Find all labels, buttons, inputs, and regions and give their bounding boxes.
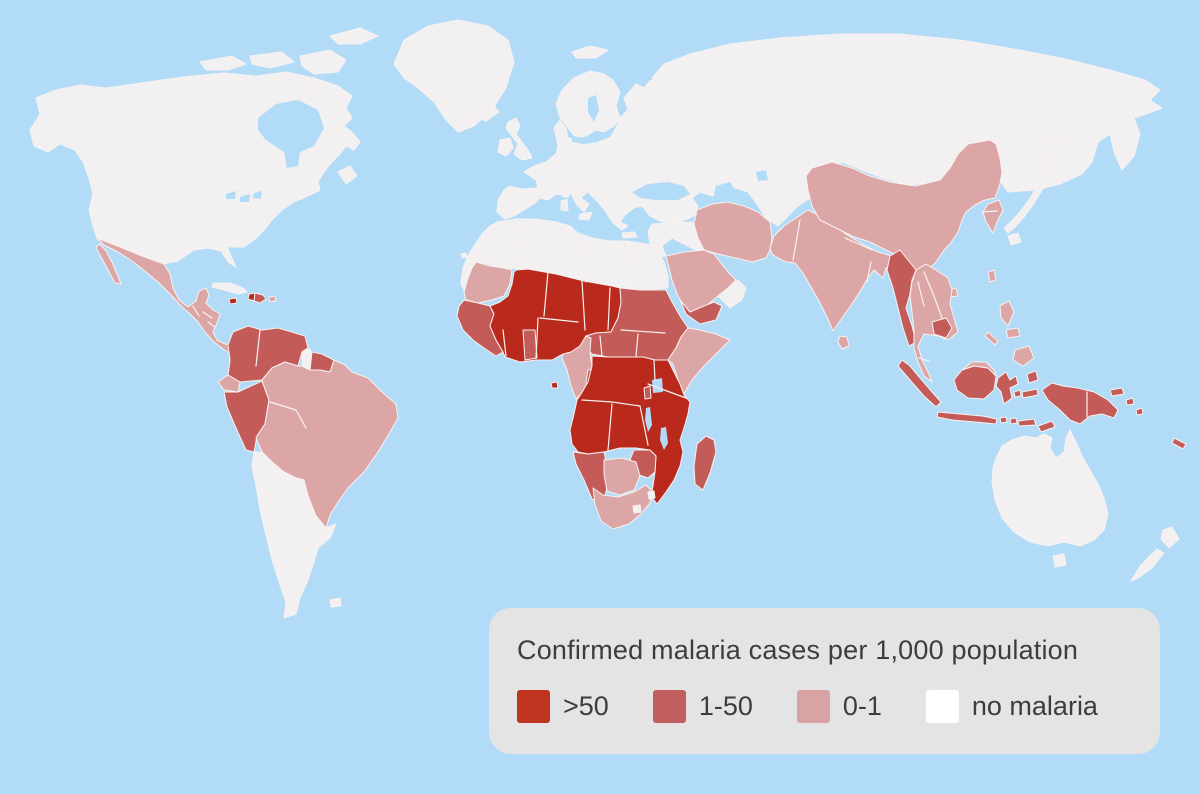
eswatini <box>647 490 656 500</box>
sardinia <box>560 198 569 212</box>
legend-label-0to1: 0-1 <box>842 690 882 721</box>
baltic-sea <box>572 132 604 144</box>
somalia <box>667 327 731 395</box>
lesser-sunda-islands <box>1017 418 1037 427</box>
lake-victoria <box>652 378 663 393</box>
legend-item-1to50: 1-50 <box>652 689 753 723</box>
bali-lombok <box>999 416 1018 425</box>
legend-label-gt50: >50 <box>563 690 609 721</box>
newfoundland <box>337 165 358 185</box>
seram <box>1021 388 1039 399</box>
timor <box>1037 420 1056 433</box>
cuba <box>211 282 248 295</box>
taiwan <box>987 269 997 283</box>
sumatra <box>897 359 942 408</box>
legend-item-gt50: >50 <box>517 689 609 723</box>
korea <box>982 199 1004 234</box>
ireland <box>497 137 514 157</box>
tasmania <box>1052 553 1067 568</box>
malaysian-borneo <box>961 361 997 377</box>
java <box>936 411 998 425</box>
jamaica <box>228 297 238 305</box>
greenland <box>393 19 515 133</box>
cambodia <box>931 317 953 339</box>
new-zealand <box>1130 526 1180 582</box>
aral-sea <box>756 170 768 181</box>
sao-tome <box>550 381 559 389</box>
mauritania-western-sahara <box>463 261 513 304</box>
sakhalin <box>1016 133 1029 173</box>
iran <box>693 201 773 263</box>
sahel-west-africa <box>489 268 622 363</box>
italy <box>571 183 590 213</box>
australia <box>991 429 1109 547</box>
legend-item-0to1: 0-1 <box>796 689 882 723</box>
gulf-of-bothnia <box>588 95 599 122</box>
country-borders <box>192 210 1088 451</box>
new-britain <box>1109 387 1125 397</box>
madagascar <box>693 435 717 491</box>
south-africa <box>592 484 654 530</box>
rwanda-burundi <box>643 385 652 400</box>
legend-item-none: no malaria <box>925 689 1098 723</box>
legend-swatch-0to1 <box>796 689 830 723</box>
legend-panel: Confirmed malaria cases per 1,000 popula… <box>489 608 1160 754</box>
solomon-islands <box>1125 397 1144 416</box>
oman <box>717 279 747 309</box>
sulawesi <box>995 371 1019 405</box>
lake-tanganyika <box>645 407 652 432</box>
drc-east-africa-angola-zambia-mozambique <box>569 355 691 505</box>
canary-islands <box>460 252 477 262</box>
legend-swatch-1to50 <box>652 689 686 723</box>
canadian-arctic-islands <box>199 27 379 97</box>
halmahera <box>1026 370 1039 384</box>
argentina-chile <box>251 451 337 619</box>
black-sea <box>632 182 690 200</box>
legend-label-1to50: 1-50 <box>698 690 753 721</box>
legend-items: >50 1-50 0-1 no malaria <box>517 689 1132 723</box>
lake-malawi <box>660 427 668 450</box>
sri-lanka <box>837 335 850 350</box>
puerto-rico <box>268 295 277 303</box>
white-sea <box>640 70 652 81</box>
legend-label-none: no malaria <box>971 690 1098 721</box>
legend-swatch-none <box>925 689 959 723</box>
great-lakes <box>226 191 262 202</box>
togo-benin <box>522 329 538 361</box>
hudson-bay <box>258 100 324 168</box>
brazil-bolivia <box>255 359 399 529</box>
baja-california <box>95 243 122 285</box>
ecuador <box>217 374 241 393</box>
buru <box>1013 389 1022 398</box>
crete <box>621 231 638 239</box>
falkland-islands <box>329 597 342 608</box>
sicily <box>578 211 593 221</box>
legend-title: Confirmed malaria cases per 1,000 popula… <box>517 635 1079 665</box>
new-caledonia-vanuatu <box>1171 437 1187 450</box>
botswana <box>603 457 641 496</box>
europe-russia-central-asia <box>496 33 1163 231</box>
corsica <box>562 189 570 198</box>
iceland <box>473 102 500 122</box>
legend-swatch-gt50 <box>517 689 550 723</box>
united-kingdom <box>505 117 533 161</box>
lesotho <box>632 504 642 514</box>
china <box>805 139 1003 289</box>
new-guinea <box>1041 382 1119 425</box>
dominican-republic <box>253 292 267 304</box>
mexico-central-america <box>96 237 239 356</box>
japan <box>1003 137 1067 246</box>
svalbard <box>571 45 609 59</box>
yemen <box>679 299 723 325</box>
myanmar <box>886 249 917 347</box>
philippines <box>984 300 1035 367</box>
